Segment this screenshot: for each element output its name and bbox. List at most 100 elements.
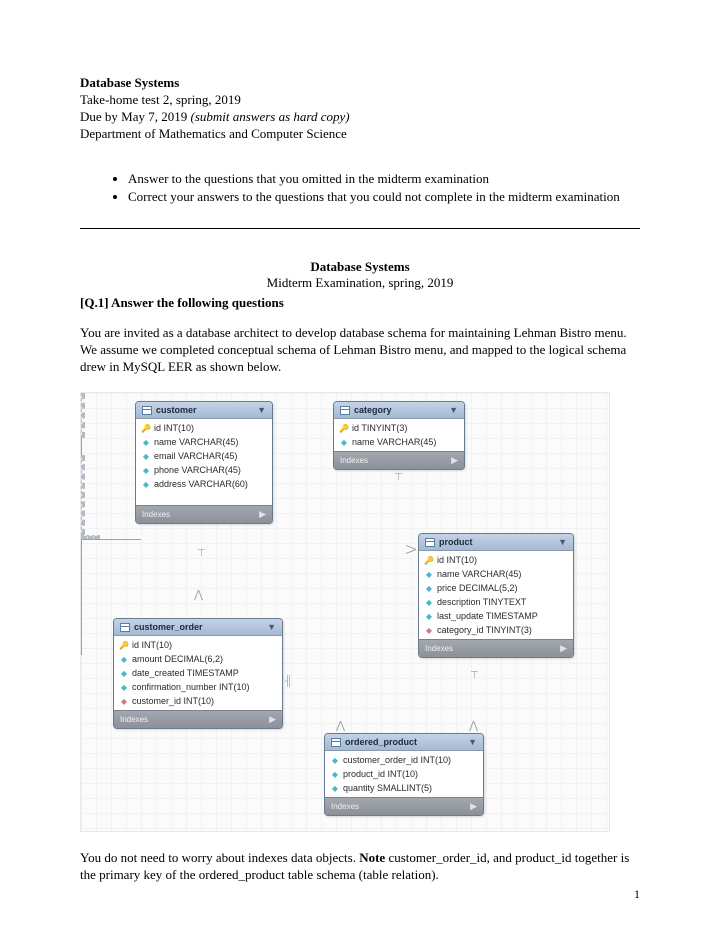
indexes-label: Indexes bbox=[120, 715, 148, 724]
entity-header: ordered_product▼ bbox=[325, 734, 483, 751]
table-icon bbox=[331, 738, 341, 747]
field-text: id INT(10) bbox=[437, 555, 477, 565]
crowfoot-icon: ⋀ bbox=[194, 590, 203, 601]
entity-body: 🔑id INT(10)◆amount DECIMAL(6,2)◆date_cre… bbox=[114, 636, 282, 710]
chevron-down-icon: ▼ bbox=[468, 737, 477, 747]
instruction-item: Answer to the questions that you omitted… bbox=[128, 171, 640, 188]
entity-title: customer bbox=[156, 405, 253, 415]
entity-category: category▼🔑id TINYINT(3)◆name VARCHAR(45)… bbox=[333, 401, 465, 470]
course-title: Database Systems bbox=[80, 75, 640, 92]
indexes-bar: Indexes ▶ bbox=[136, 505, 272, 523]
entity-body: ◆customer_order_id INT(10)◆product_id IN… bbox=[325, 751, 483, 797]
midterm-title: Database Systems bbox=[80, 259, 640, 275]
indexes-bar: Indexes▶ bbox=[325, 797, 483, 815]
instruction-item: Correct your answers to the questions th… bbox=[128, 189, 640, 206]
footer-prefix: You do not need to worry about indexes d… bbox=[80, 850, 359, 865]
due-italic: (submit answers as hard copy) bbox=[191, 109, 350, 124]
indexes-bar: Indexes▶ bbox=[334, 451, 464, 469]
entity-field: ◆price DECIMAL(5,2) bbox=[419, 581, 573, 595]
crowfoot-icon: ⋀ bbox=[469, 721, 478, 732]
field-text: id TINYINT(3) bbox=[352, 423, 407, 433]
entity-field: ◆date_created TIMESTAMP bbox=[114, 666, 282, 680]
entity-field: 🔑id TINYINT(3) bbox=[334, 421, 464, 435]
table-icon bbox=[142, 406, 152, 415]
indexes-bar: Indexes▶ bbox=[419, 639, 573, 657]
field-text: price DECIMAL(5,2) bbox=[437, 583, 518, 593]
field-text: customer_id INT(10) bbox=[132, 696, 214, 706]
entity-header: customer_order▼ bbox=[114, 619, 282, 636]
entity-field: ◆name VARCHAR(45) bbox=[136, 435, 272, 449]
entity-field: 🔑id INT(10) bbox=[419, 553, 573, 567]
entity-field: ◆email VARCHAR(45) bbox=[136, 449, 272, 463]
field-text: customer_order_id INT(10) bbox=[343, 755, 451, 765]
field-text: name VARCHAR(45) bbox=[352, 437, 436, 447]
entity-field: ◆address VARCHAR(60) bbox=[136, 477, 272, 491]
entity-ordered-product: ordered_product▼◆customer_order_id INT(1… bbox=[324, 733, 484, 816]
table-icon bbox=[340, 406, 350, 415]
indexes-label: Indexes bbox=[142, 510, 170, 519]
field-text: category_id TINYINT(3) bbox=[437, 625, 532, 635]
arrow-right-icon: ▶ bbox=[470, 801, 477, 812]
table-icon bbox=[425, 538, 435, 547]
due-prefix: Due by May 7, 2019 bbox=[80, 109, 191, 124]
entity-field: ◆amount DECIMAL(6,2) bbox=[114, 652, 282, 666]
field-text: date_created TIMESTAMP bbox=[132, 668, 239, 678]
crowfoot-icon: ⋀ bbox=[336, 721, 345, 732]
crowfoot-icon: ⊤ bbox=[394, 473, 403, 483]
entity-body: 🔑id INT(10)◆name VARCHAR(45)◆email VARCH… bbox=[136, 419, 272, 505]
q1-heading: [Q.1] Answer the following questions bbox=[80, 295, 640, 311]
field-text: confirmation_number INT(10) bbox=[132, 682, 250, 692]
entity-product: product ▼ 🔑id INT(10)◆name VARCHAR(45)◆pri… bbox=[418, 533, 574, 658]
section-divider bbox=[80, 228, 640, 229]
chevron-down-icon: ▼ bbox=[558, 537, 567, 547]
field-text: address VARCHAR(60) bbox=[154, 479, 248, 489]
document-header: Database Systems Take-home test 2, sprin… bbox=[80, 75, 640, 143]
entity-header: product ▼ bbox=[419, 534, 573, 551]
field-text: quantity SMALLINT(5) bbox=[343, 783, 432, 793]
entity-field-blank bbox=[136, 491, 272, 503]
field-text: name VARCHAR(45) bbox=[154, 437, 238, 447]
entity-field: ◆phone VARCHAR(45) bbox=[136, 463, 272, 477]
entity-header: customer▼ bbox=[136, 402, 272, 419]
field-text: last_update TIMESTAMP bbox=[437, 611, 538, 621]
field-text: description TINYTEXT bbox=[437, 597, 526, 607]
entity-title: product bbox=[439, 537, 554, 547]
entity-header: category▼ bbox=[334, 402, 464, 419]
entity-field: ◆quantity SMALLINT(5) bbox=[325, 781, 483, 795]
entity-field: ◆customer_id INT(10) bbox=[114, 694, 282, 708]
chevron-down-icon: ▼ bbox=[267, 622, 276, 632]
field-text: amount DECIMAL(6,2) bbox=[132, 654, 223, 664]
field-text: name VARCHAR(45) bbox=[437, 569, 521, 579]
field-text: email VARCHAR(45) bbox=[154, 451, 237, 461]
arrow-right-icon: ▶ bbox=[269, 714, 276, 725]
indexes-label: Indexes bbox=[425, 644, 453, 653]
table-icon bbox=[120, 623, 130, 632]
field-text: id INT(10) bbox=[132, 640, 172, 650]
eer-diagram: ⋀ ⊤ ⊤ ⋀ ╢ ⋀ ⊤ ⋀ customer▼🔑id INT(10)◆nam… bbox=[80, 392, 610, 832]
midterm-subtitle: Midterm Examination, spring, 2019 bbox=[80, 275, 640, 291]
entity-field: ◆product_id INT(10) bbox=[325, 767, 483, 781]
entity-field: ◆customer_order_id INT(10) bbox=[325, 753, 483, 767]
entity-field: ◆last_update TIMESTAMP bbox=[419, 609, 573, 623]
entity-field: ◆name VARCHAR(45) bbox=[334, 435, 464, 449]
entity-body: 🔑id TINYINT(3)◆name VARCHAR(45) bbox=[334, 419, 464, 451]
test-line: Take-home test 2, spring, 2019 bbox=[80, 92, 640, 109]
crowfoot-icon: ⋀ bbox=[405, 545, 416, 554]
connector bbox=[81, 590, 82, 655]
crowfoot-icon: ╢ bbox=[285, 677, 292, 687]
entity-field: ◆name VARCHAR(45) bbox=[419, 567, 573, 581]
field-text: product_id INT(10) bbox=[343, 769, 418, 779]
entity-field: ◆description TINYTEXT bbox=[419, 595, 573, 609]
field-text: id INT(10) bbox=[154, 423, 194, 433]
entity-customer: customer▼🔑id INT(10)◆name VARCHAR(45)◆em… bbox=[135, 401, 273, 524]
crowfoot-icon: ⊤ bbox=[470, 671, 479, 681]
arrow-right-icon: ▶ bbox=[259, 509, 266, 520]
entity-field: 🔑id INT(10) bbox=[114, 638, 282, 652]
page-number: 1 bbox=[634, 887, 640, 902]
intro-paragraph: You are invited as a database architect … bbox=[80, 325, 640, 376]
indexes-bar: Indexes ▶ bbox=[114, 710, 282, 728]
connector bbox=[81, 540, 82, 590]
chevron-down-icon: ▼ bbox=[449, 405, 458, 415]
field-text: phone VARCHAR(45) bbox=[154, 465, 241, 475]
connector bbox=[81, 539, 141, 540]
